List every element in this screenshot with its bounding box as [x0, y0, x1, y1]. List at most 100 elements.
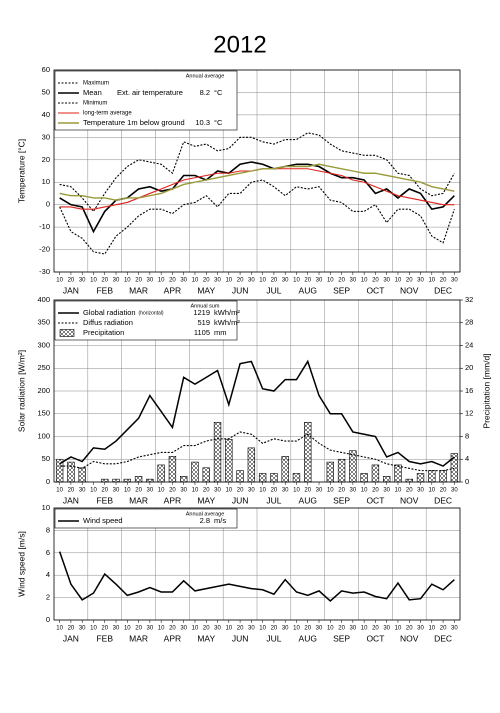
- month-label: MAY: [197, 633, 215, 643]
- line: [59, 163, 455, 201]
- bar: [213, 421, 222, 483]
- y-axis-label: Solar radiation [W/m²]: [16, 350, 26, 432]
- x-tick-label: 10: [428, 626, 435, 632]
- annual-value: 10.3: [195, 118, 210, 127]
- y-tick-label: 60: [42, 65, 50, 74]
- x-tick-label: 10: [124, 278, 131, 284]
- line: [59, 431, 455, 472]
- bar: [349, 450, 357, 483]
- legend-label: Minimum: [83, 101, 107, 107]
- y-tick-label: 300: [37, 340, 50, 349]
- y-tick-label: 400: [37, 295, 50, 304]
- month-label: MAR: [129, 633, 148, 643]
- bar: [439, 470, 447, 483]
- x-tick-label: 20: [406, 626, 413, 632]
- x-tick-label: 30: [180, 626, 187, 632]
- bar: [236, 470, 244, 483]
- legend-label: long-term average: [83, 111, 132, 117]
- y-tick-label: 10: [42, 503, 50, 512]
- month-label: NOV: [400, 495, 419, 505]
- x-tick-label: 10: [327, 626, 334, 632]
- x-tick-label: 30: [282, 626, 289, 632]
- x-tick-label: 20: [372, 488, 379, 494]
- bar: [337, 458, 346, 483]
- x-tick-label: 20: [406, 488, 413, 494]
- month-label: AUG: [299, 285, 317, 295]
- x-tick-label: 10: [192, 626, 199, 632]
- bar: [78, 467, 86, 483]
- legend-label: Global radiation: [83, 308, 136, 317]
- x-tick-label: 20: [68, 278, 75, 284]
- bar: [180, 476, 188, 483]
- y-tick-label: -30: [39, 267, 50, 276]
- bar: [157, 464, 165, 483]
- y-tick-label: 6: [46, 548, 50, 557]
- x-tick-label: 30: [282, 488, 289, 494]
- x-tick-label: 30: [113, 626, 120, 632]
- x-tick-label: 10: [158, 278, 165, 284]
- x-tick-label: 10: [428, 278, 435, 284]
- y-tick-label: 50: [42, 87, 50, 96]
- month-label: JUL: [266, 285, 281, 295]
- x-tick-label: 30: [451, 488, 458, 494]
- x-tick-label: 30: [214, 626, 221, 632]
- annual-value: 1219: [193, 308, 210, 317]
- bar: [191, 461, 199, 483]
- x-tick-label: 10: [395, 278, 402, 284]
- x-tick-label: 20: [237, 488, 244, 494]
- x-tick-label: 10: [225, 488, 232, 494]
- y2-tick-label: 16: [465, 386, 473, 395]
- y-axis-label: Temperature [°C]: [16, 139, 26, 203]
- x-tick-label: 10: [124, 488, 131, 494]
- x-tick-label: 10: [327, 278, 334, 284]
- legend-box: [54, 300, 238, 341]
- page-title: 2012: [213, 31, 266, 58]
- x-tick-label: 20: [338, 278, 345, 284]
- x-tick-label: 20: [169, 488, 176, 494]
- x-tick-label: 30: [350, 626, 357, 632]
- month-label: AUG: [299, 495, 317, 505]
- annual-unit: kWh/m²: [214, 308, 240, 317]
- x-tick-label: 30: [282, 278, 289, 284]
- x-tick-label: 30: [316, 278, 323, 284]
- month-label: JAN: [63, 495, 79, 505]
- x-tick-label: 30: [79, 278, 86, 284]
- x-tick-label: 20: [271, 488, 278, 494]
- bar: [123, 478, 131, 483]
- month-label: JUN: [232, 495, 249, 505]
- x-tick-label: 30: [248, 278, 255, 284]
- x-tick-label: 20: [338, 488, 345, 494]
- plot-frame: [53, 299, 461, 483]
- x-tick-label: 30: [316, 626, 323, 632]
- month-label: DEC: [434, 495, 452, 505]
- x-tick-label: 20: [68, 626, 75, 632]
- x-tick-label: 20: [135, 278, 142, 284]
- y-tick-label: 8: [46, 525, 50, 534]
- bar: [383, 476, 391, 483]
- month-label: SEP: [333, 285, 350, 295]
- y-tick-label: 10: [42, 177, 50, 186]
- y-tick-label: 0: [46, 200, 50, 209]
- x-tick-label: 10: [90, 278, 97, 284]
- x-tick-label: 10: [395, 626, 402, 632]
- bar: [112, 478, 120, 483]
- x-tick-label: 20: [135, 626, 142, 632]
- bar: [326, 461, 334, 483]
- x-tick-label: 30: [451, 278, 458, 284]
- y-tick-label: 100: [37, 431, 50, 440]
- x-tick-label: 20: [169, 278, 176, 284]
- x-tick-label: 10: [293, 488, 300, 494]
- month-label: APR: [164, 633, 181, 643]
- annual-unit: kWh/m²: [214, 318, 240, 327]
- annual-unit: m/s: [214, 516, 226, 525]
- month-label: DEC: [434, 633, 452, 643]
- x-tick-label: 10: [293, 626, 300, 632]
- x-tick-label: 10: [192, 278, 199, 284]
- x-tick-label: 10: [361, 626, 368, 632]
- x-tick-label: 10: [225, 626, 232, 632]
- x-tick-label: 10: [158, 626, 165, 632]
- bar: [247, 447, 256, 483]
- x-tick-label: 30: [451, 626, 458, 632]
- x-tick-label: 30: [147, 278, 154, 284]
- annual-value: 519: [197, 318, 210, 327]
